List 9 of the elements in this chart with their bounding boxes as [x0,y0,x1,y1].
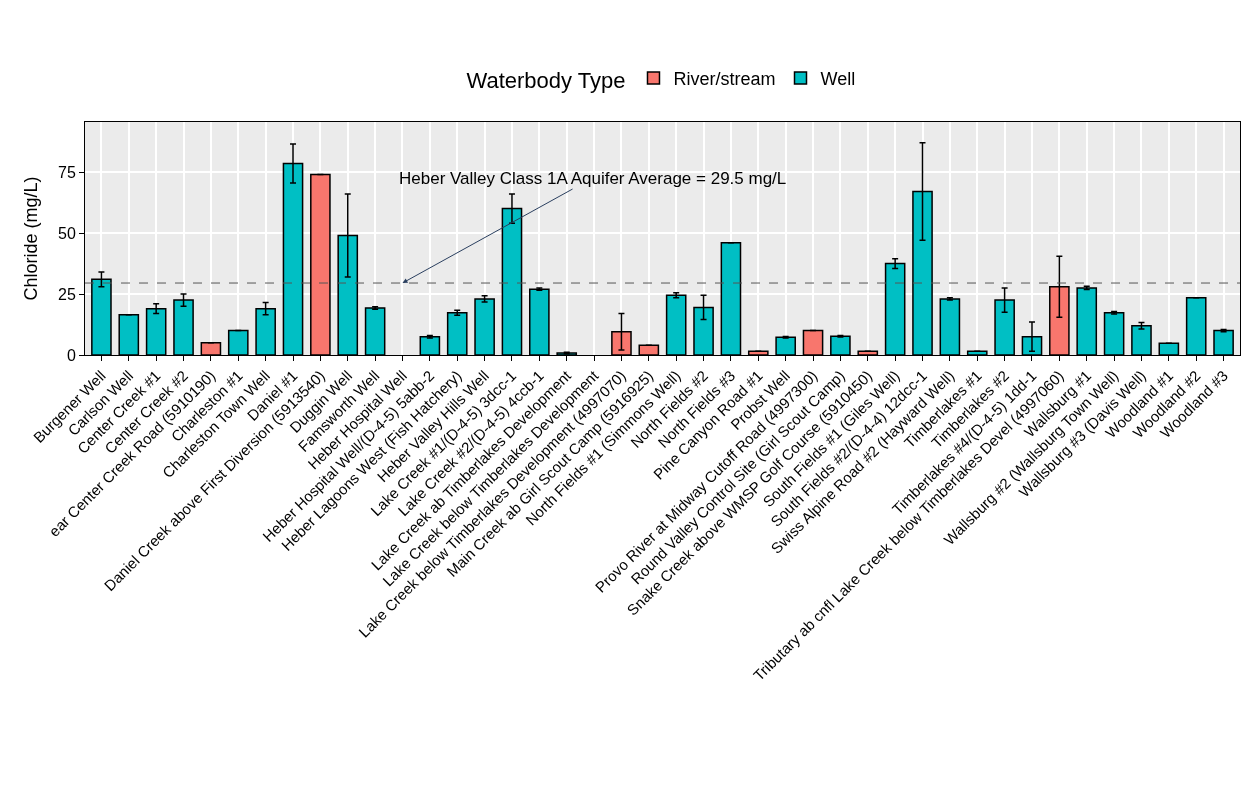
legend-title: Waterbody Type [466,68,626,94]
annotation: Heber Valley Class 1A Aquifer Average = 29.5 mg/L [399,169,787,188]
legend-label: Well [820,68,856,89]
legend-label: River/stream [673,68,776,89]
y-tick-label: 75 [58,163,76,181]
y-tick-label: 50 [58,224,76,242]
y-axis-title: Chloride (mg/L) [21,176,42,301]
y-tick-label: 25 [58,285,76,303]
y-tick-label: 0 [66,346,76,364]
